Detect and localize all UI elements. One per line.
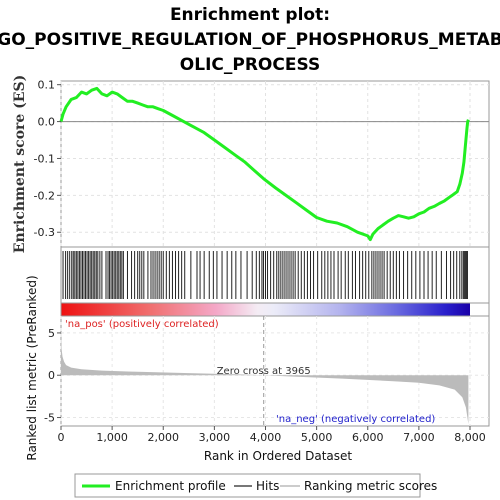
legend-label-ranking-metric: Ranking metric scores (304, 479, 437, 493)
es-y-tick-label: -0.3 (34, 226, 55, 239)
metric-y-tick-label: 0 (48, 369, 55, 382)
metric-grid (60, 316, 489, 426)
metric-x-tick-label: 5,000 (301, 431, 333, 444)
hits-marks (62, 251, 468, 299)
es-panel-frame (60, 80, 490, 248)
metric-x-tick-label: 7,000 (403, 431, 435, 444)
metric-y-tick-label: 5 (48, 327, 55, 340)
hits-panel-frame (60, 246, 490, 304)
metric-panel-frame (60, 315, 490, 427)
es-y-tick-label: -0.2 (34, 189, 55, 202)
metric-x-tick-label: 0 (58, 431, 65, 444)
legend: Enrichment profile Hits Ranking metric s… (74, 473, 437, 498)
rank-color-gradient (61, 303, 470, 316)
metric-x-tick-label: 2,000 (148, 431, 180, 444)
metric-y-axis-label: Ranked list metric (PreRanked) (25, 275, 39, 460)
legend-label-hits: Hits (256, 479, 279, 493)
enrichment-profile-line (59, 86, 470, 242)
es-y-tick-label: 0.0 (38, 116, 56, 129)
metric-x-tick-label: 4,000 (250, 431, 282, 444)
es-y-axis-label: Enrichment score (ES) (12, 75, 28, 253)
legend-label-enrichment-profile: Enrichment profile (115, 479, 226, 493)
es-y-axis: 0.1 0.0 -0.1 -0.2 -0.3 (34, 79, 61, 239)
zero-cross-label: Zero cross at 3965 (217, 366, 311, 377)
hits-panel (60, 246, 490, 304)
metric-x-tick-label: 3,000 (199, 431, 231, 444)
metric-panel: Zero cross at 3965 'na_pos' (positively … (25, 275, 490, 463)
metric-y-tick-label: -5 (44, 412, 55, 425)
plot-title-line-3: OLIC_PROCESS (180, 55, 320, 75)
es-panel: 0.1 0.0 -0.1 -0.2 -0.3 Enrichment score (ES) (12, 75, 490, 253)
metric-x-tick-label: 1,000 (96, 431, 128, 444)
plot-title-line-2: GO_POSITIVE_REGULATION_OF_PHOSPHORUS_MET… (0, 30, 500, 50)
positive-correlation-label: 'na_pos' (positively correlated) (65, 319, 219, 330)
metric-y-axis: 5 0 -5 (44, 327, 61, 425)
metric-x-tick-label: 8,000 (454, 431, 486, 444)
es-y-tick-label: -0.1 (34, 152, 55, 165)
metric-x-axis: 0 1,000 2,000 3,000 4,000 5,000 6,000 7,000 8,00… (58, 426, 486, 444)
negative-correlation-label: 'na_neg' (negatively correlated) (276, 414, 435, 425)
rank-color-bar (60, 302, 490, 317)
ranking-metric-area (61, 332, 469, 425)
metric-x-tick-label: 6,000 (352, 431, 384, 444)
es-y-tick-label: 0.1 (38, 79, 56, 92)
metric-x-axis-label: Rank in Ordered Dataset (204, 449, 352, 463)
plot-title-line-1: Enrichment plot: (170, 5, 330, 25)
